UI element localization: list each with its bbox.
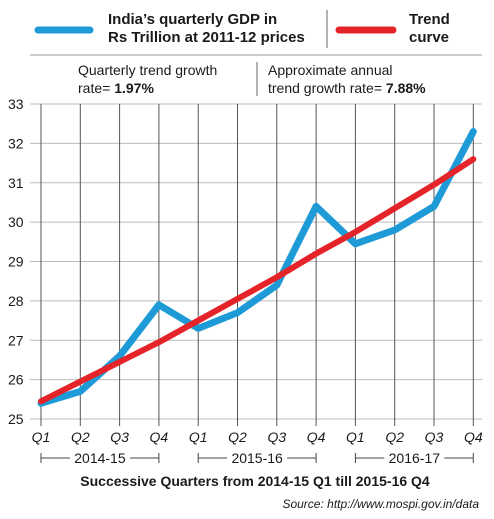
series bbox=[37, 128, 477, 407]
x-axis: Q1 Q2 Q3 Q4 Q1 Q2 Q3 Q4 Q1 Q2 Q3 Q4 bbox=[32, 429, 483, 445]
annual-growth-note-line2: trend growth rate= 7.88% bbox=[268, 80, 426, 96]
annual-growth-value: 7.88% bbox=[386, 80, 426, 96]
x-tick-label: Q3 bbox=[267, 429, 286, 445]
x-tick-label: Q2 bbox=[71, 429, 90, 445]
x-tick-label: Q1 bbox=[346, 429, 365, 445]
trend-series-line bbox=[38, 156, 477, 405]
quarterly-growth-value: 1.97% bbox=[114, 80, 154, 96]
gdp-series-line bbox=[37, 128, 477, 407]
legend-label-gdp-line2: Rs Trillion at 2011-12 prices bbox=[108, 29, 305, 46]
y-tick-label: 29 bbox=[8, 254, 24, 270]
year-groups: 2014-15 2015-16 2016-17 bbox=[40, 450, 474, 466]
y-tick-label: 26 bbox=[8, 372, 24, 388]
growth-notes: Quarterly trend growth rate= 1.97% Appro… bbox=[78, 62, 426, 96]
quarterly-growth-prefix: rate= bbox=[78, 80, 114, 96]
y-tick-label: 32 bbox=[8, 135, 24, 151]
annual-growth-note-line1: Approximate annual bbox=[268, 62, 393, 78]
x-tick-label: Q1 bbox=[189, 429, 208, 445]
x-tick-label: Q3 bbox=[425, 429, 444, 445]
year-group-label: 2014-15 bbox=[74, 450, 126, 466]
legend-label-gdp-line1: India’s quarterly GDP in bbox=[108, 11, 277, 28]
y-tick-label: 25 bbox=[8, 411, 24, 427]
x-tick-label: Q2 bbox=[228, 429, 247, 445]
source-note: Source: http://www.mospi.gov.in/data bbox=[282, 497, 479, 511]
y-tick-label: 27 bbox=[8, 332, 24, 348]
legend-label-trend-line1: Trend bbox=[409, 11, 450, 28]
annual-growth-prefix: trend growth rate= bbox=[268, 80, 386, 96]
y-tick-label: 33 bbox=[8, 96, 24, 112]
y-tick-label: 28 bbox=[8, 293, 24, 309]
quarterly-growth-note-line1: Quarterly trend growth bbox=[78, 62, 217, 78]
x-tick-label: Q3 bbox=[110, 429, 129, 445]
year-group-label: 2016-17 bbox=[389, 450, 441, 466]
x-axis-title: Successive Quarters from 2014-15 Q1 till… bbox=[80, 473, 430, 489]
quarterly-growth-note-line2: rate= 1.97% bbox=[78, 80, 154, 96]
x-tick-label: Q2 bbox=[385, 429, 404, 445]
x-tick-label: Q4 bbox=[307, 429, 326, 445]
year-group-label: 2015-16 bbox=[231, 450, 283, 466]
y-axis: 25 26 27 28 29 30 31 32 33 bbox=[8, 96, 24, 427]
x-tick-label: Q4 bbox=[150, 429, 169, 445]
y-tick-label: 30 bbox=[8, 214, 24, 230]
x-tick-label: Q1 bbox=[32, 429, 51, 445]
legend-label-trend-line2: curve bbox=[409, 29, 449, 46]
legend: India’s quarterly GDP in Rs Trillion at … bbox=[34, 10, 450, 48]
x-tick-label: Q4 bbox=[464, 429, 483, 445]
gridlines bbox=[30, 103, 482, 426]
y-tick-label: 31 bbox=[8, 175, 24, 191]
